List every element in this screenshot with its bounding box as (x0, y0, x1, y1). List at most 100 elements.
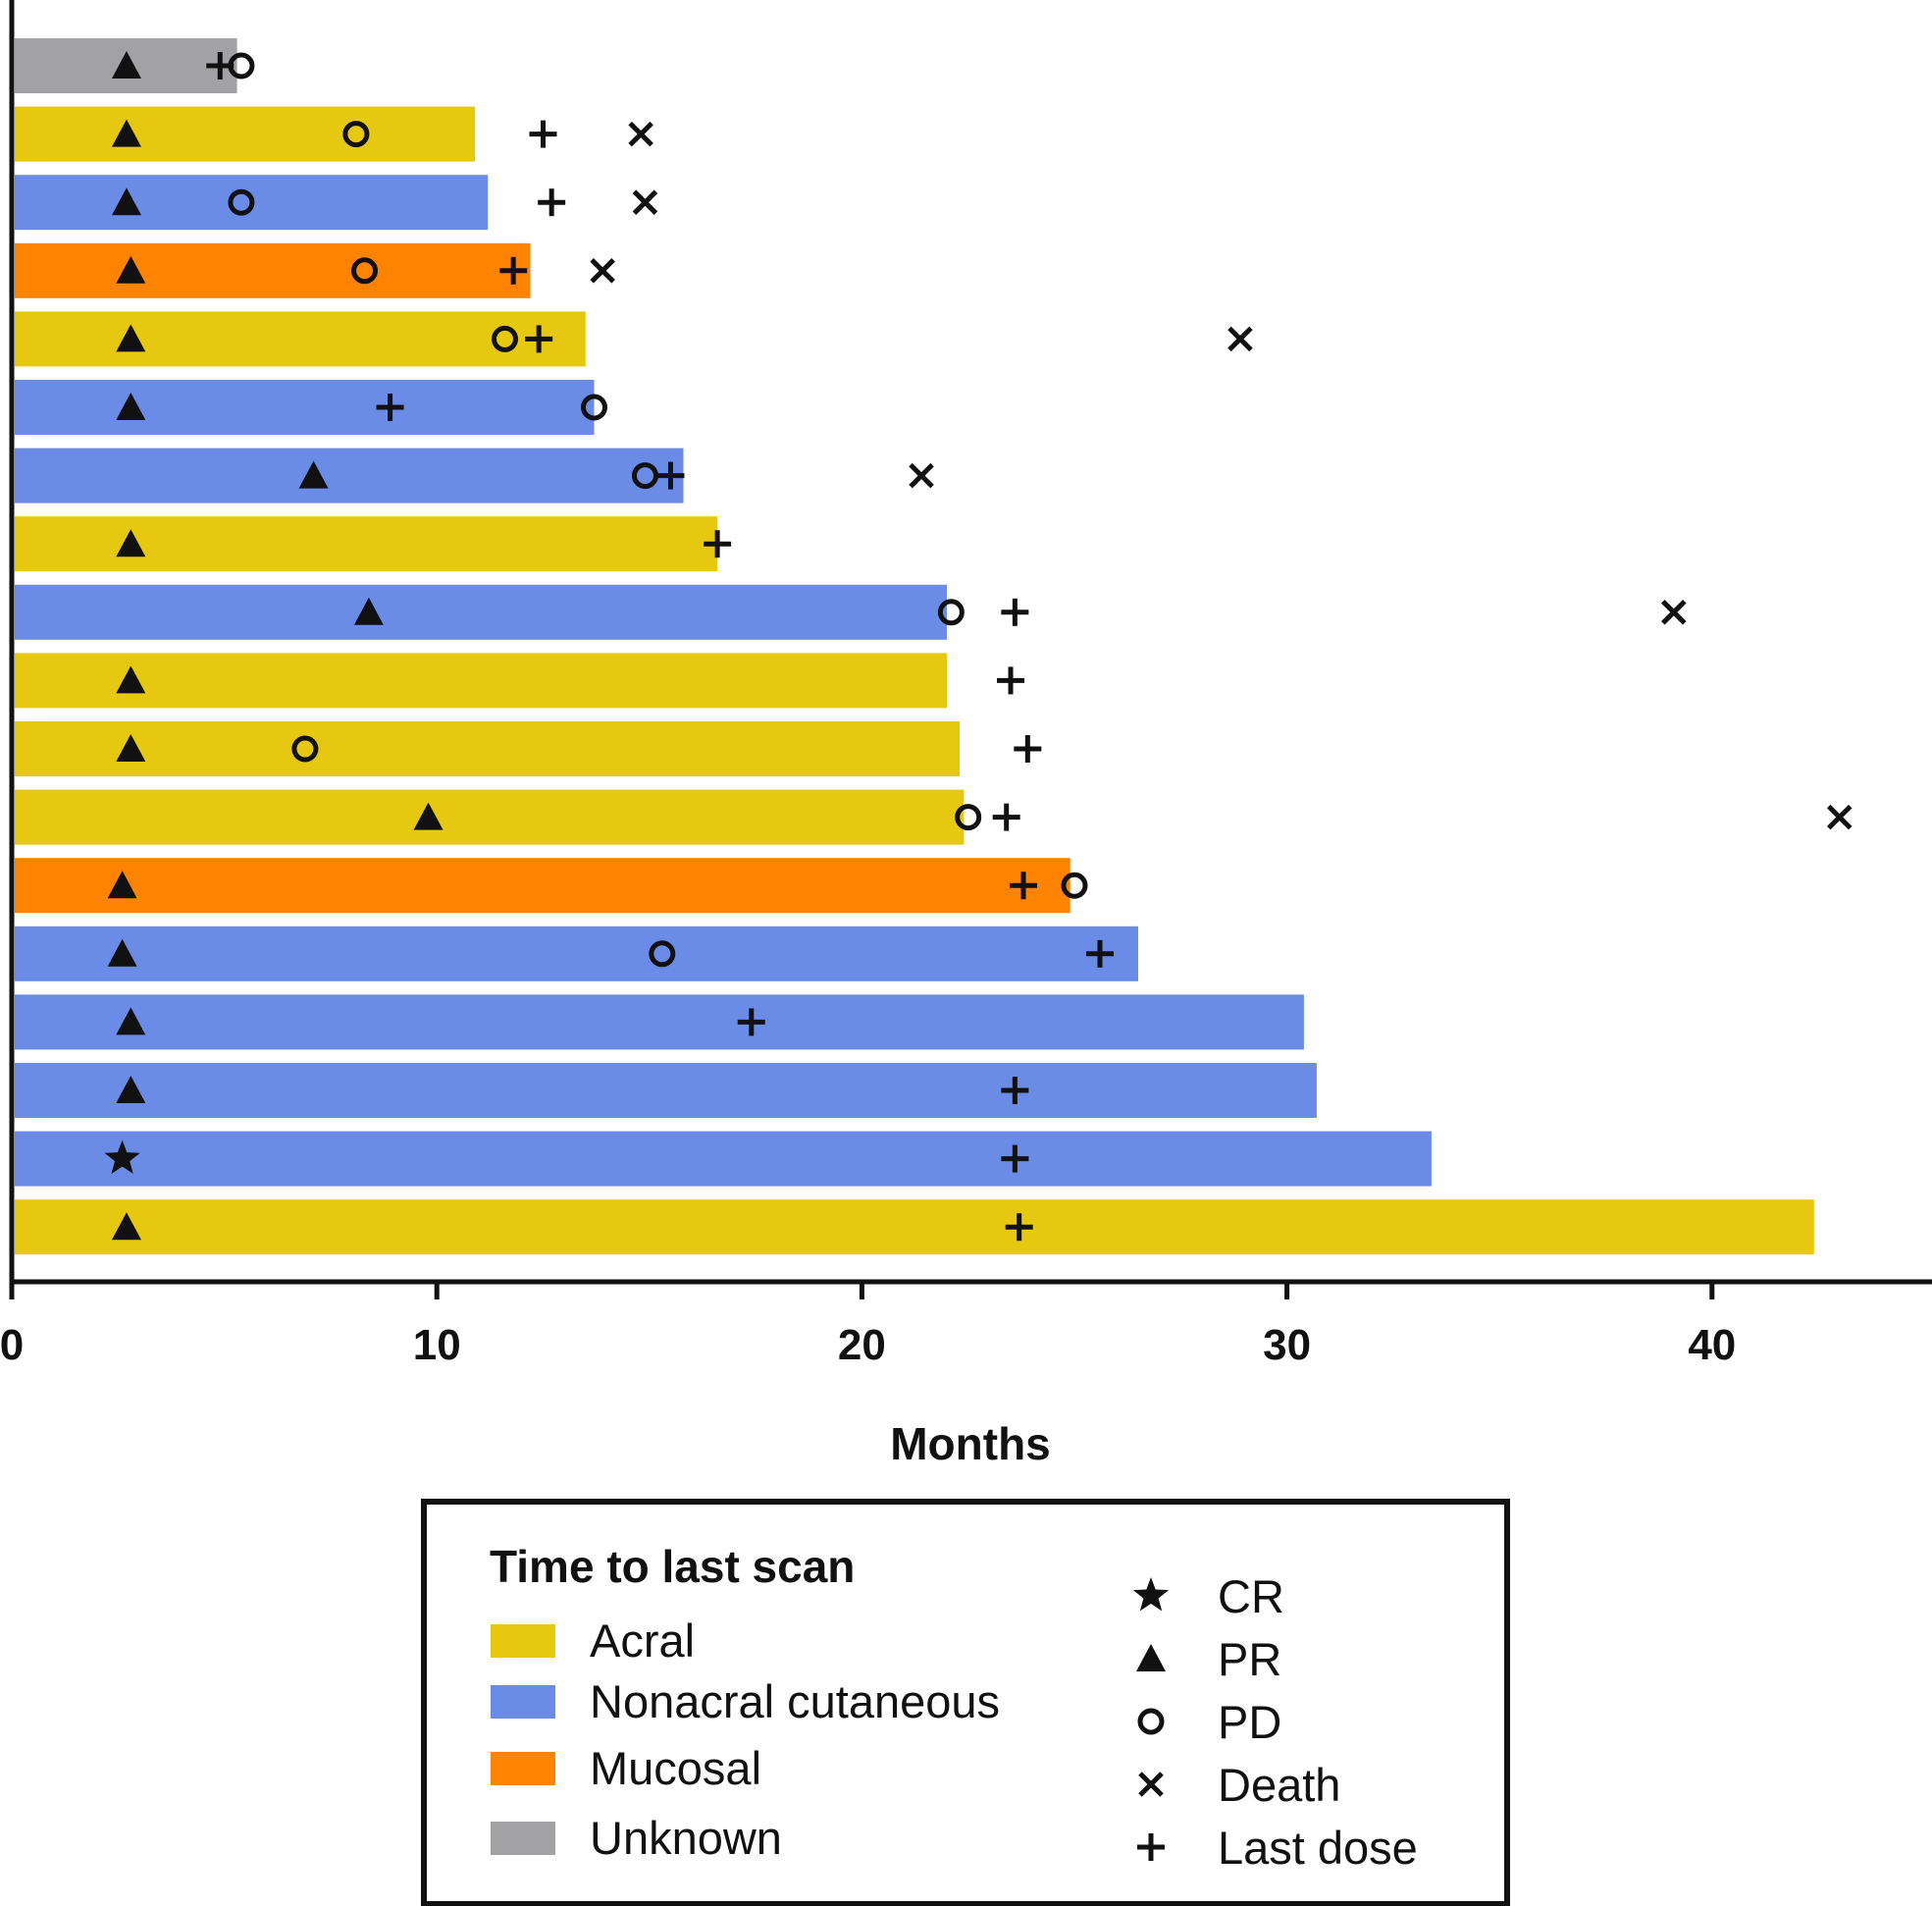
patient-bar-11 (15, 721, 960, 776)
last-dose-marker (529, 120, 557, 148)
last-dose-marker (704, 530, 732, 558)
legend-cr-icon (1132, 1577, 1170, 1612)
x-tick-label: 30 (1263, 1321, 1311, 1369)
legend-swatch-unknown (491, 1822, 555, 1855)
pr-marker (116, 665, 146, 694)
legend-groups: Acral Nonacral cutaneous Mucosal Unknown (491, 1615, 1000, 1864)
patient-bar-14 (15, 926, 1138, 981)
legend-pr-icon (1136, 1644, 1166, 1671)
patient-bar-13 (15, 858, 1070, 914)
pr-marker (107, 871, 137, 899)
pr-marker (413, 802, 444, 830)
pr-marker (116, 324, 146, 352)
legend-swatch-nonacral (491, 1685, 555, 1719)
pr-marker (298, 460, 329, 489)
x-tick-label: 0 (0, 1321, 24, 1369)
pd-marker (649, 940, 676, 968)
death-marker (628, 121, 653, 147)
pd-marker (937, 599, 965, 626)
x-axis-ticks: 0 10 20 30 40 (0, 1282, 1736, 1369)
x-tick-label: 20 (838, 1321, 886, 1369)
pr-marker (111, 187, 141, 216)
cr-marker (104, 1139, 140, 1174)
patient-bar-2 (15, 106, 476, 162)
last-dose-marker (206, 52, 235, 79)
pr-marker (116, 1007, 146, 1035)
last-dose-marker (1085, 939, 1114, 968)
last-dose-marker (997, 666, 1025, 695)
last-dose-marker (499, 256, 528, 285)
last-dose-marker (376, 394, 404, 421)
patient-bar-6 (15, 380, 595, 435)
death-marker (909, 462, 934, 489)
pd-marker (492, 325, 519, 352)
legend-label-acral: Acral (590, 1615, 695, 1667)
pd-marker (955, 804, 982, 831)
legend-label-last_dose: Last dose (1218, 1822, 1418, 1874)
legend-label-nonacral: Nonacral cutaneous (590, 1675, 1000, 1727)
legend-label-cr: CR (1218, 1570, 1284, 1622)
pd-marker (228, 188, 255, 216)
last-dose-marker (1001, 1144, 1029, 1173)
x-tick-label: 10 (413, 1321, 461, 1369)
patient-bar-18 (15, 1199, 1814, 1255)
legend-swatch-mucosal (491, 1752, 555, 1785)
patient-bar-4 (15, 242, 531, 298)
last-dose-marker (656, 461, 685, 490)
pr-marker (116, 1076, 146, 1103)
legend-death-icon (1138, 1772, 1164, 1797)
legend-label-pd: PD (1218, 1696, 1281, 1748)
patient-bar-8 (15, 516, 718, 572)
pr-marker (116, 529, 146, 557)
last-dose-marker (737, 1008, 765, 1036)
pr-marker (111, 51, 141, 79)
legend-label-unknown: Unknown (590, 1812, 782, 1864)
legend-swatch-acral (491, 1624, 555, 1658)
pr-marker (353, 597, 384, 625)
last-dose-marker (1005, 1213, 1033, 1242)
pr-marker (116, 255, 146, 284)
pr-marker (116, 393, 146, 420)
pr-marker (111, 1212, 141, 1241)
death-marker (1661, 600, 1687, 625)
pd-marker (1061, 872, 1088, 899)
pr-marker (107, 938, 137, 967)
pd-marker (631, 462, 658, 490)
legend-last-dose-icon (1137, 1833, 1165, 1861)
patient-bar-15 (15, 994, 1304, 1050)
last-dose-marker (992, 803, 1020, 831)
x-tick-label: 40 (1688, 1321, 1736, 1369)
patient-bar-9 (15, 584, 947, 640)
patient-bar-5 (15, 311, 586, 367)
legend-title: Time to last scan (490, 1541, 855, 1592)
death-marker (632, 189, 658, 215)
bars-layer (15, 38, 1814, 1255)
legend-label-mucosal: Mucosal (590, 1742, 761, 1794)
pd-marker (291, 735, 319, 763)
patient-bar-16 (15, 1063, 1317, 1118)
legend-box (421, 1499, 1510, 1906)
patient-bar-7 (15, 448, 684, 503)
last-dose-marker (1001, 1077, 1029, 1104)
last-dose-marker (1014, 735, 1042, 763)
last-dose-marker (525, 325, 553, 353)
last-dose-marker (538, 188, 566, 217)
death-marker (1227, 326, 1253, 352)
death-marker (590, 258, 615, 284)
patient-bar-17 (15, 1131, 1432, 1187)
death-marker (1826, 804, 1853, 830)
pr-marker (111, 119, 141, 147)
last-dose-marker (1010, 872, 1038, 900)
legend-label-pr: PR (1218, 1633, 1281, 1685)
legend-label-death: Death (1218, 1759, 1340, 1811)
pd-marker (351, 257, 379, 285)
pd-marker (342, 121, 370, 148)
markers-layer (104, 51, 1853, 1242)
x-axis-title: Months (890, 1418, 1051, 1469)
legend-markers: CR PR PD Death Last dose (1132, 1570, 1418, 1874)
last-dose-marker (1001, 598, 1029, 626)
pr-marker (116, 734, 146, 762)
patient-bar-10 (15, 653, 947, 709)
patient-bar-12 (15, 789, 965, 845)
